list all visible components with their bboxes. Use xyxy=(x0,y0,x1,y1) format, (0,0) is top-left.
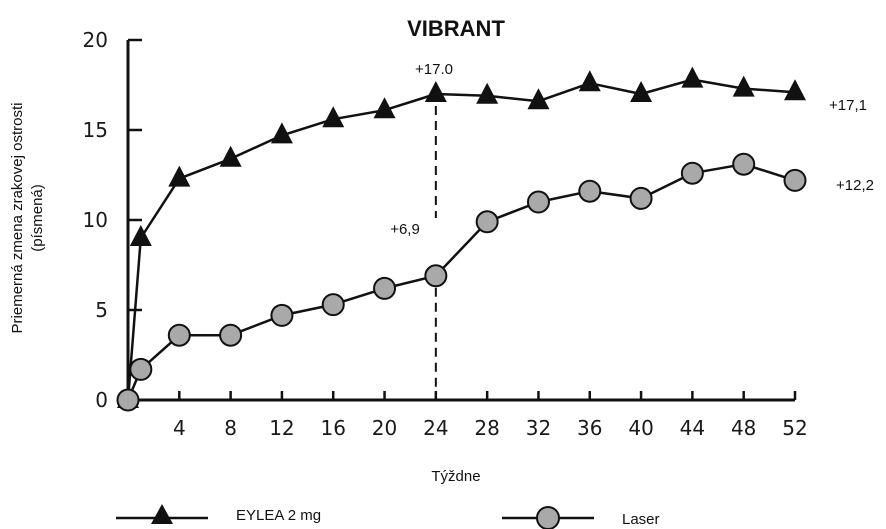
x-tick-label: 40 xyxy=(628,416,653,440)
legend-laser-label: Laser xyxy=(622,511,660,528)
x-tick-label: 44 xyxy=(680,416,705,440)
series-eylea-point xyxy=(578,70,601,92)
series-laser-point xyxy=(129,357,153,381)
legend-eylea-label: EYLEA 2 mg xyxy=(236,507,321,524)
series-laser-point xyxy=(167,323,191,347)
series-laser-point xyxy=(629,186,653,210)
series-laser-line xyxy=(126,162,796,401)
series-laser-point xyxy=(475,210,499,234)
x-tick-label: 48 xyxy=(731,416,756,440)
annotation-eylea-end: +17,1 xyxy=(829,97,867,114)
y-tick-label: 20 xyxy=(83,28,108,52)
chart-title: VIBRANT xyxy=(407,16,505,41)
series-eylea-point xyxy=(732,75,755,97)
y-axis-title: Priemerná zmena zrakovej ostrosti (písme… xyxy=(9,103,46,334)
x-tick-label: 32 xyxy=(526,416,551,440)
x-tick-label: 52 xyxy=(782,416,807,440)
x-tick-label: 4 xyxy=(173,416,186,440)
y-tick-label: 5 xyxy=(95,298,108,322)
series-laser-point xyxy=(116,388,140,412)
y-axis-label-line1: Priemerná zmena zrakovej ostrosti xyxy=(9,103,26,334)
annotation-eylea-week24: +17.0 xyxy=(415,61,453,78)
legend-eylea-marker xyxy=(151,504,173,524)
series-laser-point xyxy=(732,152,756,176)
y-tick-label: 15 xyxy=(83,118,108,142)
series-eylea-point xyxy=(527,88,550,110)
series-eylea-point xyxy=(373,97,396,119)
series-laser-point xyxy=(783,168,807,192)
annotation-laser-end: +12,2 xyxy=(836,177,874,194)
series-eylea-line xyxy=(126,78,796,401)
series-eylea-point xyxy=(681,66,704,88)
series-laser-point xyxy=(526,190,550,214)
legend-laser-marker xyxy=(536,506,560,529)
x-tick-label: 16 xyxy=(321,416,346,440)
series-laser-point xyxy=(373,276,397,300)
series-eylea-point xyxy=(168,165,191,187)
x-tick-label: 8 xyxy=(224,416,237,440)
y-tick-label: 10 xyxy=(83,208,108,232)
legend: EYLEA 2 mg Laser xyxy=(116,504,660,529)
series-eylea-point xyxy=(630,81,653,102)
series-laser-point xyxy=(578,179,602,203)
series-eylea-point xyxy=(270,122,293,144)
series-laser-point xyxy=(680,161,704,185)
series-eylea-point xyxy=(129,225,152,246)
x-tick-label: 36 xyxy=(577,416,602,440)
x-tick-label: 28 xyxy=(474,416,499,440)
y-axis-label-line2: (písmená) xyxy=(29,184,46,252)
y-tick-label: 0 xyxy=(95,388,108,412)
plot-area xyxy=(116,66,807,412)
x-axis-label: Týždne xyxy=(431,468,480,485)
series-eylea-point xyxy=(219,145,242,167)
series-eylea-point xyxy=(424,81,447,102)
series-laser-point xyxy=(424,264,448,288)
x-tick-label: 12 xyxy=(269,416,294,440)
series-laser-point xyxy=(270,303,294,327)
series-eylea-point xyxy=(476,82,499,104)
series-laser-point xyxy=(219,323,243,347)
x-tick-label: 20 xyxy=(372,416,397,440)
series-laser-point xyxy=(321,293,345,317)
series-eylea-point xyxy=(322,106,345,128)
series-eylea-point xyxy=(784,79,806,101)
annotation-laser-week24: +6,9 xyxy=(390,221,420,238)
x-tick-label: 24 xyxy=(423,416,448,440)
